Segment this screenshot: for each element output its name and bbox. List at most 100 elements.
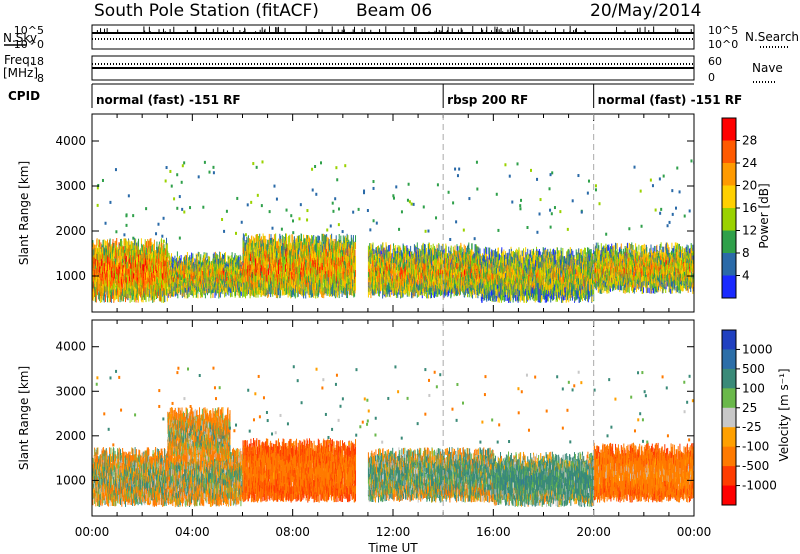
power-cell	[217, 288, 219, 294]
power-cell	[125, 277, 127, 285]
power-cell	[151, 265, 153, 272]
power-cell	[187, 289, 189, 294]
power-cell	[222, 254, 224, 260]
power-cell	[184, 273, 186, 279]
power-cell	[157, 291, 159, 299]
power-cell	[266, 269, 268, 276]
power-cell	[305, 284, 307, 292]
power-cell	[238, 276, 240, 282]
power-cell	[229, 283, 231, 288]
power-cell	[217, 278, 219, 284]
power-cell	[289, 288, 291, 297]
power-cell	[203, 289, 205, 296]
power-cell	[266, 244, 268, 251]
power-cell	[168, 260, 170, 265]
power-cell	[180, 255, 182, 260]
power-cell	[309, 287, 311, 295]
power-cell	[231, 252, 233, 258]
power-cell	[165, 259, 167, 266]
power-cell	[370, 244, 372, 251]
power-cell	[198, 257, 200, 262]
power-cell	[349, 288, 351, 296]
power-cell	[189, 279, 191, 283]
power-cell	[233, 263, 235, 267]
power-cell	[233, 266, 235, 271]
power-cell	[110, 244, 112, 252]
power-cell	[330, 276, 332, 284]
power-cell	[282, 288, 284, 295]
power-cell	[281, 245, 283, 252]
power-cell	[254, 243, 256, 250]
power-cell	[205, 252, 207, 258]
cpid-segment-label: normal (fast) -151 RF	[96, 93, 241, 107]
power-cell	[305, 238, 307, 246]
power-cell	[238, 293, 240, 298]
power-cell	[201, 270, 203, 275]
power-cell	[214, 292, 216, 298]
power-cell	[138, 238, 140, 247]
power-cell	[107, 294, 109, 303]
power-cell	[333, 239, 335, 246]
power-cell	[144, 293, 146, 300]
power-cell	[197, 266, 199, 271]
power-cell	[263, 256, 265, 264]
power-cell	[321, 245, 323, 253]
power-cell	[239, 254, 241, 261]
power-cell	[176, 256, 178, 262]
power-cell	[151, 285, 153, 293]
power-cell	[312, 290, 314, 297]
power-cell	[327, 287, 329, 294]
power-cell	[355, 276, 357, 284]
power-cell	[298, 257, 300, 265]
power-cell	[259, 287, 261, 295]
power-cell	[150, 277, 152, 286]
power-cell	[282, 282, 284, 289]
power-cell	[323, 243, 325, 252]
freq-unit-label: [MHz]	[3, 66, 38, 80]
power-cell	[125, 295, 127, 303]
power-cell	[99, 295, 101, 303]
power-cell	[114, 292, 116, 301]
power-cell	[224, 253, 226, 259]
power-cell	[235, 287, 237, 292]
power-cell	[216, 254, 218, 260]
power-cell	[372, 289, 374, 296]
power-cell	[186, 252, 188, 258]
power-cell	[142, 257, 144, 265]
power-cell	[322, 277, 324, 285]
power-cell	[112, 239, 114, 247]
power-cell	[97, 289, 99, 295]
power-cell	[112, 289, 114, 296]
power-cell	[121, 240, 123, 249]
nsky-tick-bottom-left: 10^0	[14, 38, 44, 51]
power-cell	[333, 246, 335, 253]
power-cell	[163, 244, 165, 252]
power-cell	[229, 273, 231, 278]
power-cell	[257, 234, 259, 242]
power-cell	[106, 291, 108, 298]
power-cell	[369, 268, 371, 274]
power-cell	[264, 235, 266, 244]
power-cell	[102, 239, 104, 248]
power-cell	[135, 260, 137, 268]
power-cell	[97, 244, 99, 252]
power-cell	[315, 287, 317, 295]
power-cell	[171, 256, 173, 262]
power-cell	[184, 254, 186, 260]
power-cell	[176, 287, 178, 293]
power-cell	[323, 234, 325, 242]
power-cell	[101, 293, 103, 300]
power-cell	[318, 287, 320, 295]
power-cell	[196, 292, 198, 298]
power-cell	[97, 285, 99, 292]
power-cell	[113, 243, 115, 251]
power-cell	[222, 289, 224, 295]
power-cell	[298, 286, 300, 294]
power-cell	[200, 266, 202, 271]
power-cell	[245, 245, 247, 252]
power-cell	[114, 263, 116, 271]
nave-label: Nave	[752, 61, 783, 75]
power-cell	[247, 286, 249, 294]
power-cell	[106, 284, 108, 292]
nsky-label: N.Sky	[3, 31, 37, 45]
